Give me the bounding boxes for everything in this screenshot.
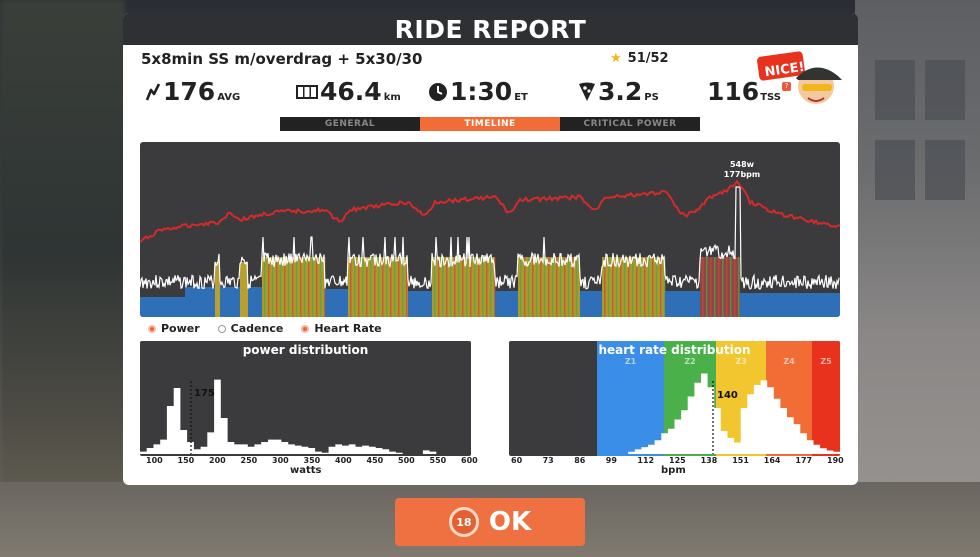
stat-power-unit: AVG (217, 92, 241, 103)
stat-power-value: 176 (163, 77, 216, 106)
power-tick-250: 250 (240, 456, 258, 465)
stat-tss-unit: TSS (760, 92, 781, 103)
power-marker-label: 175 (194, 388, 215, 399)
power-tick-350: 350 (303, 456, 321, 465)
hr-distribution-chart: Z1 Z2 Z3 Z4 Z5 140 heart rate distribution (509, 341, 840, 456)
countdown-icon: 18 (448, 507, 479, 537)
tab-general[interactable]: GENERAL (280, 117, 420, 131)
legend-item-cadence[interactable]: Cadence (217, 322, 284, 335)
tab-timeline[interactable]: TIMELINE (420, 117, 560, 131)
legend-item-heart-rate[interactable]: Heart Rate (301, 322, 382, 335)
tab-bar: GENERAL TIMELINE CRITICAL POWER (280, 117, 700, 131)
hr-tick-177: 177 (795, 456, 813, 465)
power-tick-100: 100 (146, 456, 163, 465)
background-right (855, 0, 980, 557)
power-histogram (140, 379, 470, 454)
hr-tick-164: 164 (763, 456, 781, 465)
hr-tick-99: 99 (605, 456, 617, 465)
page-title: RIDE REPORT (394, 14, 587, 44)
legend-dot-power (148, 324, 156, 333)
stat-distance-unit: km (383, 92, 401, 103)
power-tick-500: 500 (398, 456, 415, 465)
hr-zone-label-3: Z3 (735, 357, 746, 366)
legend-label-cadence: Cadence (230, 322, 284, 335)
title-bar: RIDE REPORT (123, 13, 858, 45)
background-left (0, 0, 125, 557)
pizza-icon (579, 82, 595, 101)
odometer-icon (296, 85, 318, 99)
power-tick-400: 400 (335, 456, 352, 465)
chart-legend: Power Cadence Heart Rate (148, 322, 382, 335)
power-axis-title: watts (290, 465, 322, 476)
heart-rate-series-line (140, 179, 840, 243)
hr-zone-5 (812, 341, 840, 456)
power-series-line (140, 186, 840, 290)
stat-distance-value: 46.4 (320, 77, 382, 106)
stats-row: 176 AVG 46.4 km 1:30 ET 3.2 PS (141, 77, 741, 109)
stat-time: 1:30 ET (428, 77, 528, 106)
hr-histogram (509, 373, 840, 454)
hr-tick-125: 125 (669, 456, 686, 465)
clock-icon (429, 83, 447, 101)
legend-item-power[interactable]: Power (148, 322, 200, 335)
hr-axis-title: bpm (661, 465, 686, 476)
stat-time-unit: ET (514, 92, 528, 103)
ok-button[interactable]: 18 OK (395, 498, 585, 546)
power-tick-200: 200 (209, 456, 226, 465)
hr-tick-112: 112 (637, 456, 655, 465)
power-tick-450: 450 (366, 456, 384, 465)
power-tick-550: 550 (429, 456, 447, 465)
power-tick-300: 300 (272, 456, 289, 465)
hr-tick-60: 60 (511, 456, 523, 465)
hr-distribution-title: heart rate distribution (598, 343, 751, 357)
power-tick-600: 600 (461, 456, 478, 465)
hr-zone-label-5: Z5 (820, 357, 832, 366)
stat-power: 176 AVG (145, 77, 240, 106)
stat-tss-value: 116 (707, 77, 760, 106)
stat-pizza-unit: PS (644, 92, 659, 103)
workout-name: 5x8min SS m/overdrag + 5x30/30 (141, 50, 423, 68)
hr-tick-86: 86 (574, 456, 586, 465)
stat-pizza-value: 3.2 (598, 77, 643, 106)
nice-badge-text: NICE! (764, 60, 806, 80)
stat-time-value: 1:30 (450, 77, 513, 106)
ok-button-label: OK (488, 507, 532, 537)
power-tick-150: 150 (177, 456, 195, 465)
hr-zone-label-4: Z4 (783, 357, 795, 366)
hr-zone-label-1: Z1 (625, 357, 637, 366)
star-icon: ★ (610, 51, 622, 66)
power-icon (145, 83, 161, 101)
mascot-avatar: NICE! (757, 51, 842, 104)
legend-label-power: Power (161, 322, 200, 335)
stat-tss: 116 TSS ? (707, 77, 791, 106)
stat-pizza: 3.2 PS (578, 77, 659, 106)
power-distribution-title: power distribution (242, 343, 369, 357)
ride-report-panel: RIDE REPORT 5x8min SS m/overdrag + 5x30/… (123, 13, 858, 485)
rating-value: 51/52 (627, 51, 669, 66)
hr-tick-190: 190 (827, 456, 844, 465)
stat-distance: 46.4 km (296, 77, 401, 106)
tss-info-icon[interactable]: ? (781, 82, 791, 91)
hr-marker-label: 140 (717, 390, 738, 401)
legend-label-heart-rate: Heart Rate (314, 322, 382, 335)
peak-power-label: 548w (730, 160, 755, 169)
hr-tick-138: 138 (700, 456, 718, 465)
power-distribution-chart: power distribution 175 (140, 341, 471, 456)
timeline-chart: 548w 177bpm (140, 142, 840, 317)
legend-dot-cadence (217, 324, 226, 333)
hr-zone-label-2: Z2 (684, 357, 695, 366)
legend-dot-heart-rate (301, 324, 310, 333)
workout-rating: ★ 51/52 (610, 51, 669, 66)
hr-zone-1 (597, 341, 664, 456)
peak-hr-label: 177bpm (724, 170, 761, 179)
hr-tick-73: 73 (542, 456, 554, 465)
hr-tick-151: 151 (732, 456, 749, 465)
tab-critical-power[interactable]: CRITICAL POWER (560, 117, 700, 131)
